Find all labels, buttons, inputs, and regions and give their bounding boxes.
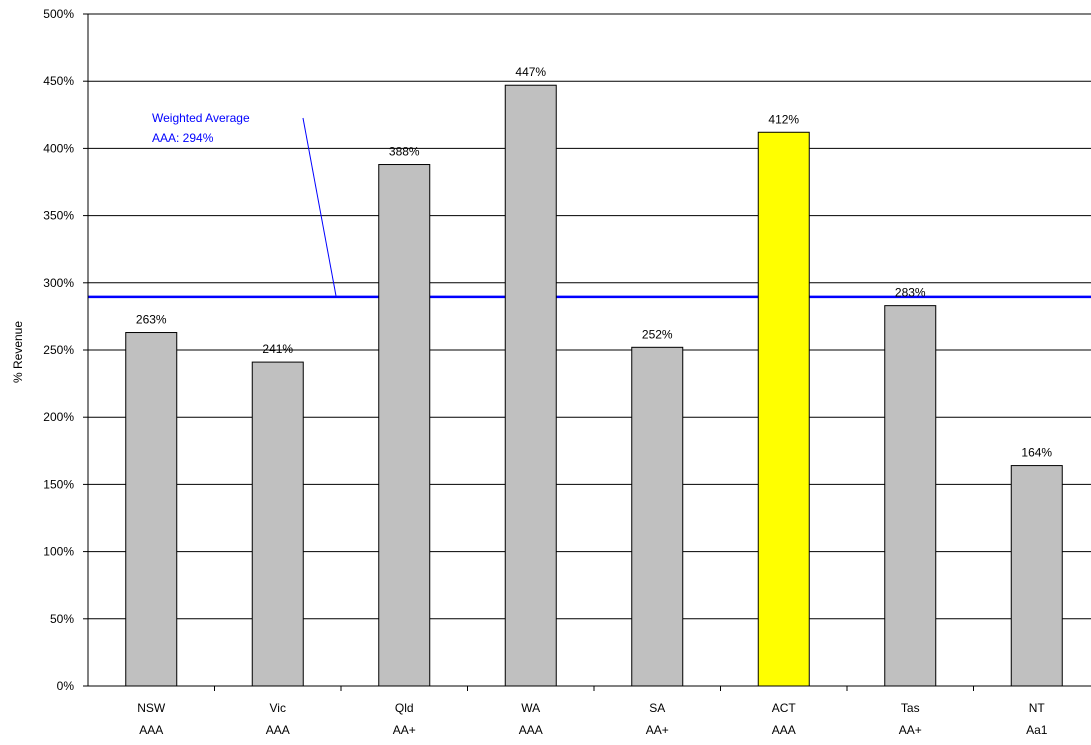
data-label-nsw: 263% <box>136 313 167 327</box>
x-tick-label-nsw: NSW <box>137 701 166 715</box>
bar-nt <box>1010 465 1063 687</box>
x-tick-label-sa: SA <box>649 701 665 715</box>
data-label-vic: 241% <box>262 342 293 356</box>
x-tick-label-qld: Qld <box>395 701 414 715</box>
x-tick-label-tas: Tas <box>901 701 920 715</box>
bar-nsw <box>125 332 178 687</box>
reference-line-label-line2: AAA: 294% <box>152 131 214 145</box>
y-tick-label: 400% <box>43 141 74 155</box>
x-tick-label-nt: NT <box>1029 701 1046 715</box>
x-tick-label-vic: Vic <box>270 701 286 715</box>
x-tick-rating-wa: AAA <box>519 723 543 737</box>
y-tick-label: 300% <box>43 276 74 290</box>
y-axis-label: % Revenue <box>11 321 25 383</box>
y-tick-label: 100% <box>43 545 74 559</box>
weighted-average-line-group <box>88 117 1091 299</box>
x-tick-label-act: ACT <box>772 701 797 715</box>
data-labels: 263% 241% 388% 447% 252% 412% 283% 164% <box>136 65 1053 459</box>
data-label-act: 412% <box>768 112 799 126</box>
x-tick-rating-sa: AA+ <box>646 723 669 737</box>
x-tick-rating-qld: AA+ <box>393 723 416 737</box>
weighted-average-leader-line <box>302 117 337 296</box>
bar-vic <box>251 361 304 687</box>
y-tick-label: 250% <box>43 343 74 357</box>
x-tick-rating-act: AAA <box>772 723 796 737</box>
bar-sa <box>631 346 684 687</box>
bar-wa <box>504 84 557 687</box>
data-label-wa: 447% <box>515 65 546 79</box>
reference-line-label-line1: Weighted Average <box>152 111 250 125</box>
x-tick-rating-tas: AA+ <box>899 723 922 737</box>
x-tick-rating-vic: AAA <box>266 723 290 737</box>
x-tick-labels: NSW AAA Vic AAA Qld AA+ WA AAA SA AA+ ACT AAA Tas AA+… <box>137 686 1048 737</box>
data-label-qld: 388% <box>389 145 420 159</box>
data-label-nt: 164% <box>1021 446 1052 460</box>
data-label-tas: 283% <box>895 286 926 300</box>
x-tick-rating-nt: Aa1 <box>1026 723 1048 737</box>
y-tick-label: 500% <box>43 7 74 21</box>
y-tick-label: 150% <box>43 477 74 491</box>
y-tick-label: 450% <box>43 74 74 88</box>
gridlines <box>88 13 1091 620</box>
x-tick-rating-nsw: AAA <box>139 723 163 737</box>
x-tick-label-wa: WA <box>521 701 540 715</box>
bar-act <box>757 131 810 687</box>
data-label-sa: 252% <box>642 327 673 341</box>
y-tick-labels: 0% 50% 100% 150% 200% 250% 300% 350% 400% 450% 500… <box>43 7 88 693</box>
bar-tas <box>884 305 937 687</box>
y-tick-label: 200% <box>43 410 74 424</box>
bar-qld <box>378 164 431 687</box>
y-tick-label: 0% <box>57 679 75 693</box>
y-tick-label: 50% <box>50 612 74 626</box>
y-tick-label: 350% <box>43 209 74 223</box>
bars <box>125 84 1063 687</box>
